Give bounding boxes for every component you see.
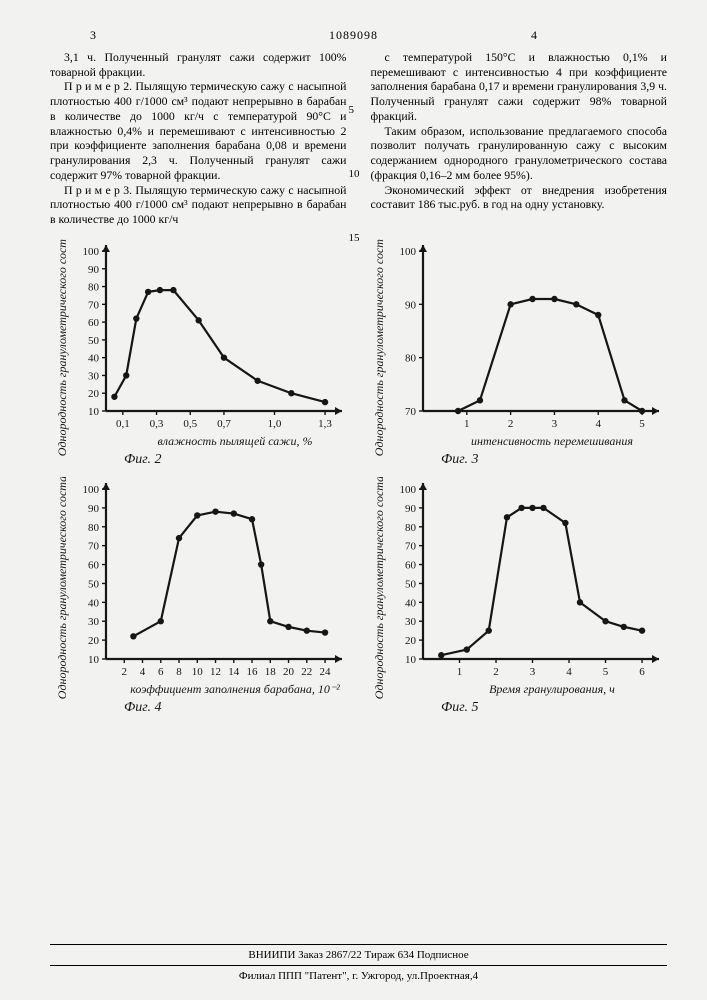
svg-text:20: 20 bbox=[283, 666, 295, 678]
right-column: с температурой 150°С и влажностью 0,1% и… bbox=[371, 50, 668, 227]
svg-text:влажность пылящей сажи, %: влажность пылящей сажи, % bbox=[158, 434, 313, 448]
para-1: 3,1 ч. Полученный гранулят сажи содержит… bbox=[50, 50, 347, 79]
svg-text:4: 4 bbox=[140, 666, 146, 678]
svg-text:80: 80 bbox=[88, 281, 100, 293]
svg-text:интенсивность перемешивания: интенсивность перемешивания bbox=[471, 434, 633, 448]
fig-3: 70 80 90 100 1 2 3 4 5 интенсивность перемешивани… bbox=[367, 239, 667, 469]
svg-text:10: 10 bbox=[405, 654, 417, 666]
fig-2: 10 20 30 40 50 60 70 80 90 100 0,1 0,3 0,5 0,7 1,0 1,3 в… bbox=[50, 239, 350, 469]
svg-text:2: 2 bbox=[508, 418, 513, 430]
svg-text:60: 60 bbox=[88, 317, 100, 329]
svg-text:90: 90 bbox=[88, 264, 100, 276]
svg-text:Фиг. 2: Фиг. 2 bbox=[124, 452, 162, 467]
para-3: П р и м е р 3. Пылящую термическую сажу … bbox=[50, 183, 347, 227]
svg-text:2: 2 bbox=[493, 666, 499, 678]
svg-text:4: 4 bbox=[595, 418, 601, 430]
charts: 10 20 30 40 50 60 70 80 90 100 0,1 0,3 0,5 0,7 1,0 1,3 в… bbox=[50, 239, 667, 717]
page-num-left: 3 bbox=[90, 28, 96, 43]
svg-text:1,3: 1,3 bbox=[318, 418, 332, 430]
svg-text:90: 90 bbox=[88, 503, 100, 515]
footer: ВНИИПИ Заказ 2867/22 Тираж 634 Подписное… bbox=[50, 940, 667, 982]
svg-text:30: 30 bbox=[88, 616, 100, 628]
left-column: 3,1 ч. Полученный гранулят сажи содержит… bbox=[50, 50, 347, 227]
para-5: Таким образом, использование предлагаемо… bbox=[371, 124, 668, 183]
patent-number: 1089098 bbox=[329, 28, 378, 43]
svg-text:70: 70 bbox=[405, 406, 417, 418]
svg-text:40: 40 bbox=[88, 597, 100, 609]
svg-text:Однородность гранулометрическо: Однородность гранулометрического состава… bbox=[372, 477, 386, 699]
svg-text:Однородность гранулометрическо: Однородность гранулометрического состава… bbox=[55, 239, 69, 456]
svg-text:1: 1 bbox=[464, 418, 470, 430]
svg-text:30: 30 bbox=[88, 370, 100, 382]
svg-text:1: 1 bbox=[457, 666, 463, 678]
page: 3 1089098 4 3,1 ч. Полученный гранулят с… bbox=[0, 0, 707, 1000]
svg-text:50: 50 bbox=[405, 578, 417, 590]
svg-text:80: 80 bbox=[88, 522, 100, 534]
para-2: П р и м е р 2. Пылящую термическую сажу … bbox=[50, 79, 347, 182]
svg-text:24: 24 bbox=[320, 666, 332, 678]
svg-text:0,5: 0,5 bbox=[183, 418, 197, 430]
footer-line-2: Филиал ППП "Патент", г. Ужгород, ул.Прое… bbox=[50, 970, 667, 982]
svg-text:90: 90 bbox=[405, 299, 417, 311]
svg-text:100: 100 bbox=[400, 484, 417, 496]
svg-text:14: 14 bbox=[228, 666, 240, 678]
svg-text:70: 70 bbox=[88, 540, 100, 552]
svg-text:100: 100 bbox=[83, 246, 100, 258]
svg-text:90: 90 bbox=[405, 503, 417, 515]
svg-text:0,3: 0,3 bbox=[150, 418, 164, 430]
svg-text:80: 80 bbox=[405, 522, 417, 534]
svg-text:6: 6 bbox=[158, 666, 164, 678]
svg-text:16: 16 bbox=[247, 666, 258, 678]
svg-text:1,0: 1,0 bbox=[268, 418, 282, 430]
svg-text:80: 80 bbox=[405, 352, 417, 364]
svg-text:20: 20 bbox=[88, 635, 100, 647]
svg-text:Однородность гранулометрическо: Однородность гранулометрического состава… bbox=[55, 477, 69, 699]
svg-text:100: 100 bbox=[83, 484, 100, 496]
svg-text:5: 5 bbox=[639, 418, 645, 430]
svg-text:0,7: 0,7 bbox=[217, 418, 231, 430]
svg-text:Однородность гранулометрическо: Однородность гранулометрического состава… bbox=[372, 239, 386, 456]
svg-text:8: 8 bbox=[176, 666, 182, 678]
svg-text:22: 22 bbox=[301, 666, 312, 678]
svg-text:40: 40 bbox=[88, 352, 100, 364]
svg-text:60: 60 bbox=[88, 559, 100, 571]
svg-text:3: 3 bbox=[552, 418, 558, 430]
svg-text:12: 12 bbox=[210, 666, 221, 678]
svg-text:4: 4 bbox=[566, 666, 572, 678]
svg-text:Время гранулирования, ч: Время гранулирования, ч bbox=[489, 682, 615, 696]
footer-line-1: ВНИИПИ Заказ 2867/22 Тираж 634 Подписное bbox=[50, 949, 667, 961]
svg-text:5: 5 bbox=[603, 666, 609, 678]
svg-text:40: 40 bbox=[405, 597, 417, 609]
svg-text:Фиг. 4: Фиг. 4 bbox=[124, 700, 162, 715]
svg-text:Фиг. 3: Фиг. 3 bbox=[441, 452, 479, 467]
page-num-right: 4 bbox=[531, 28, 537, 43]
para-6: Экономический эффект от внедрения изобре… bbox=[371, 183, 668, 212]
fig-5: 10 20 30 40 50 60 70 80 90 100 1 2 3 4 5 6 Время гранули… bbox=[367, 477, 667, 717]
lineno-5: 5 bbox=[349, 104, 363, 118]
svg-text:60: 60 bbox=[405, 559, 417, 571]
svg-text:2: 2 bbox=[122, 666, 128, 678]
svg-text:50: 50 bbox=[88, 578, 100, 590]
svg-text:0,1: 0,1 bbox=[116, 418, 130, 430]
svg-text:10: 10 bbox=[88, 654, 100, 666]
svg-text:10: 10 bbox=[88, 406, 100, 418]
text-columns: 3,1 ч. Полученный гранулят сажи содержит… bbox=[50, 50, 667, 227]
svg-text:20: 20 bbox=[405, 635, 417, 647]
svg-text:10: 10 bbox=[192, 666, 204, 678]
svg-text:18: 18 bbox=[265, 666, 277, 678]
svg-text:Фиг. 5: Фиг. 5 bbox=[441, 700, 479, 715]
para-4: с температурой 150°С и влажностью 0,1% и… bbox=[371, 50, 668, 124]
svg-text:6: 6 bbox=[639, 666, 645, 678]
svg-text:коэффициент заполнения барабан: коэффициент заполнения барабана, 10⁻² bbox=[130, 682, 340, 696]
lineno-10: 10 bbox=[349, 168, 363, 182]
svg-text:3: 3 bbox=[530, 666, 536, 678]
svg-text:70: 70 bbox=[88, 299, 100, 311]
svg-text:50: 50 bbox=[88, 335, 100, 347]
fig-4: 1020304050607080901002468101214161820222… bbox=[50, 477, 350, 717]
svg-text:70: 70 bbox=[405, 540, 417, 552]
svg-text:100: 100 bbox=[400, 246, 417, 258]
svg-text:30: 30 bbox=[405, 616, 417, 628]
lineno-15: 15 bbox=[349, 232, 363, 246]
svg-text:20: 20 bbox=[88, 388, 100, 400]
